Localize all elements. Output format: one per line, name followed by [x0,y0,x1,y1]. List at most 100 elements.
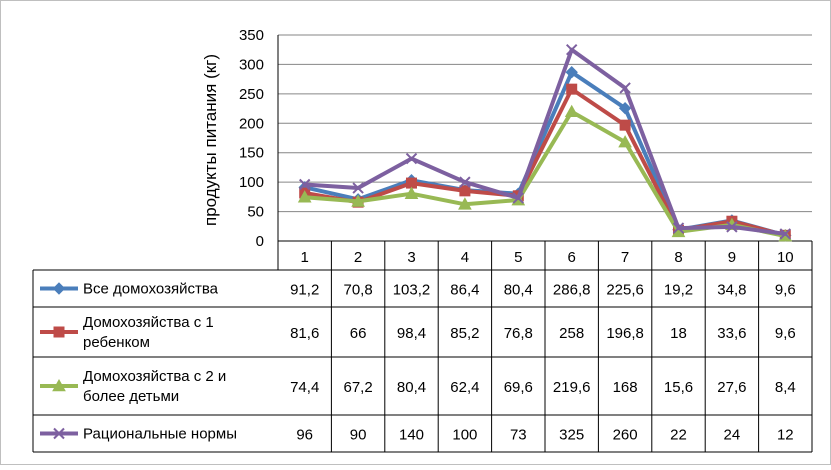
marker-x [352,182,364,194]
marker-diamond [52,282,66,295]
table-row: Рациональные нормы 96 90 140 100 73 325 260 22 24… [40,426,794,444]
marker-x [779,228,792,240]
data-table-cell: 140 [399,427,424,444]
marker-x [53,427,65,440]
y-tick-label: 150 [239,145,264,162]
data-table-cell: 74,4 [290,379,319,396]
data-table-cell: 18 [670,325,687,342]
data-table-cell: 62,4 [450,379,479,396]
x-tick-label: 1 [301,249,309,266]
marker-square [459,185,471,197]
marker-x [405,152,418,165]
x-tick-label: 9 [728,249,736,266]
data-table-cell: 168 [613,379,638,396]
data-table-cell: 80,4 [397,379,426,396]
data-table-cell: 90 [350,427,367,444]
data-table-cell: 15,6 [664,379,693,396]
data-table-cell: 67,2 [343,379,372,396]
data-table-cell: 33,6 [717,325,746,342]
marker-x [672,222,685,234]
data-table-cell: 9,6 [775,325,796,342]
data-table-cell: 81,6 [290,325,319,342]
marker-triangle [564,104,579,118]
table-row: Домохозяйства с 2 и более детьми 74,4 67,2 8… [40,368,796,405]
y-tick-label: 50 [247,204,264,221]
data-table-cell: 80,4 [504,282,533,299]
marker-triangle [351,194,365,207]
y-tick-label: 300 [239,56,264,73]
y-axis-label: продукты питания (кг) [201,54,220,226]
marker-square [619,119,631,131]
marker-x [726,221,738,233]
data-table-cell: 76,8 [504,325,533,342]
marker-x [512,192,525,204]
data-table-cell: 91,2 [290,282,319,299]
legend-label: Домохозяйства с 2 и [83,368,226,385]
legend-label: Все домохозяйства [83,281,219,298]
data-table-cell: 12 [777,427,794,444]
table-row: Все домохозяйства 91,2 70,8 103,2 86,4 80,4 28… [40,281,796,299]
data-table-cell: 69,6 [504,379,533,396]
marker-diamond [618,102,632,115]
marker-x-stroke [565,44,578,56]
data-table-cell: 19,2 [664,282,693,299]
marker-x-stroke [512,192,525,204]
marker-triangle [618,135,632,148]
marker-x-stroke [619,82,631,94]
marker-square [566,83,578,95]
marker-x-stroke [726,221,738,233]
data-table-cell: 24 [724,427,741,444]
data-table-cell: 258 [559,325,584,342]
x-tick-label: 6 [568,249,576,266]
data-table-cell: 8,4 [775,379,796,396]
marker-x-stroke [298,178,311,191]
data-table-cell: 286,8 [553,282,591,299]
x-tick-label: 2 [354,249,362,266]
data-table-cell: 34,8 [717,282,746,299]
x-tick-label: 8 [674,249,682,266]
y-tick-label: 0 [256,233,264,250]
legend-label: ребенком [83,334,150,351]
data-table-cell: 98,4 [397,325,426,342]
marker-x [459,176,471,188]
data-table-cell: 325 [559,427,584,444]
marker-diamond [565,65,578,79]
marker-x-stroke [352,182,364,194]
marker-x-stroke [405,152,418,165]
marker-triangle [297,190,312,203]
y-tick-label: 350 [239,27,264,44]
table-row: Домохозяйства с 1 ребенком 81,6 66 98,4 85,2 7… [40,314,796,351]
marker-x [619,82,631,94]
data-table-cell: 100 [452,427,477,444]
marker-x-stroke [672,222,685,234]
marker-x [565,44,578,56]
data-table-cell: 219,6 [553,379,591,396]
data-table-cell: 73 [510,427,527,444]
data-table-cell: 85,2 [450,325,479,342]
data-table-cell: 86,4 [450,282,479,299]
marker-square [53,326,65,338]
x-tick-label: 10 [777,249,794,266]
y-tick-label: 200 [239,115,264,132]
legend-label: Домохозяйства с 1 [83,314,214,331]
legend-label: более детьми [83,388,179,405]
y-tick-label: 250 [239,86,264,103]
x-tick-label: 4 [461,249,469,266]
series-line [302,47,788,236]
marker-x [298,178,311,191]
data-table-cell: 196,8 [606,325,644,342]
data-table-cell: 96 [296,427,313,444]
marker-x-stroke [53,427,65,440]
marker-triangle [458,197,472,210]
data-table-cell: 22 [670,427,687,444]
marker-x-stroke [779,228,792,240]
data-table-cell: 27,6 [717,379,746,396]
marker-square [406,177,417,189]
data-table-cell: 103,2 [393,282,431,299]
marker-triangle [404,186,419,199]
x-tick-label: 5 [514,249,522,266]
data-table-cell: 9,6 [775,282,796,299]
